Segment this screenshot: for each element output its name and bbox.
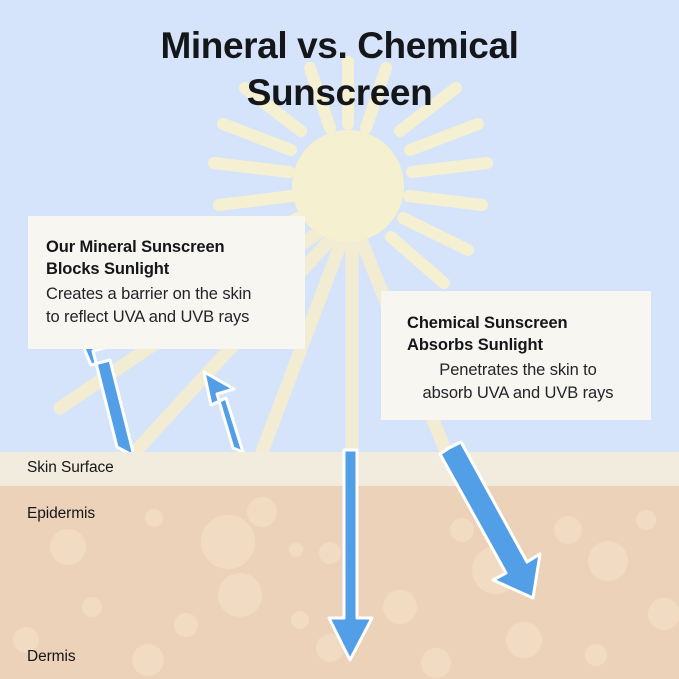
reflect-arrow-middle — [202, 370, 245, 454]
label-skin-surface: Skin Surface — [27, 459, 114, 476]
label-dermis: Dermis — [27, 648, 76, 665]
callout-mineral-heading: Our Mineral Sunscreen Blocks Sunlight — [46, 238, 225, 278]
absorb-arrow-diagonal-overlay — [438, 440, 542, 600]
callout-chemical-sunscreen: Chemical Sunscreen Absorbs Sunlight Pene… — [381, 291, 651, 420]
page-title: Mineral vs. Chemical Sunscreen — [160, 25, 519, 113]
callout-mineral-sunscreen: Our Mineral Sunscreen Blocks Sunlight Cr… — [28, 216, 305, 349]
callout-mineral-body: Creates a barrier on the skin to reflect… — [46, 285, 252, 326]
sun-icon — [292, 130, 404, 242]
skin-surface-band — [0, 452, 679, 486]
label-epidermis: Epidermis — [27, 505, 96, 522]
absorb-arrow-vertical-overlay — [327, 448, 374, 662]
callout-chemical-body: Penetrates the skin to absorb UVA and UV… — [422, 361, 614, 402]
sun-short-rays — [208, 56, 493, 289]
callout-chemical-heading: Chemical Sunscreen Absorbs Sunlight — [407, 314, 568, 354]
skin-bubbles-overlay — [13, 497, 679, 678]
